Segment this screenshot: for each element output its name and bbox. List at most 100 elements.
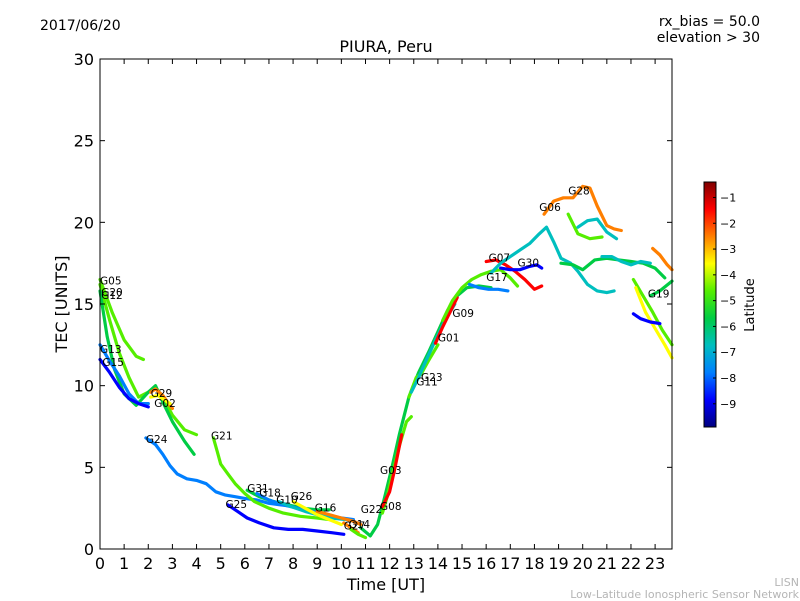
y-tick-label: 15	[74, 295, 94, 314]
satellite-label-G27: G27	[344, 520, 366, 532]
series-line-G28	[542, 184, 623, 233]
x-tick-label: 3	[167, 554, 177, 573]
satellite-label-G11: G11	[416, 377, 438, 389]
satellite-label-G06: G06	[539, 202, 561, 214]
x-axis: 0 1 2 3 4 5 6 7 8 9 10 11 12 13 14 15 16 17 18 19 20 21 22 23	[95, 59, 665, 573]
series-line-G16	[315, 509, 363, 527]
series-line-series-27	[576, 217, 619, 241]
x-tick-label: 0	[95, 554, 105, 573]
satellite-label-G14: G14	[349, 519, 371, 531]
x-tick-label: 4	[191, 554, 201, 573]
satellite-label-G23: G23	[421, 372, 443, 384]
satellite-label-G01: G01	[438, 333, 460, 345]
x-tick-label: 15	[452, 554, 472, 573]
x-tick-label: 17	[500, 554, 520, 573]
colorbar-tick-label: −8	[720, 372, 736, 385]
colorbar-ticks: −1 −2 −3 −4 −5 −6 −7 −8 −9	[713, 191, 736, 411]
satellite-label-G18: G18	[259, 488, 281, 500]
y-tick-label: 0	[84, 540, 94, 559]
colorbar-tick-label: −3	[720, 243, 736, 256]
y-axis: 0 5 10 15 20 25 30	[74, 50, 672, 559]
series-line-G24	[144, 436, 298, 509]
series-line-G19	[566, 212, 604, 241]
x-tick-label: 20	[573, 554, 593, 573]
latitude-colorbar: −1 −2 −3 −4 −5 −6 −7 −8 −9 Latitude	[703, 181, 758, 428]
satellite-label-G05: G05	[100, 275, 122, 287]
x-tick-label: 6	[240, 554, 250, 573]
satellite-label-G10: G10	[276, 494, 298, 506]
series-line-G14	[349, 527, 368, 540]
satellite-label-G29: G29	[151, 388, 173, 400]
colorbar-tick-label: −6	[720, 320, 736, 333]
colorbar-gradient	[703, 181, 717, 428]
series-line-G06	[489, 225, 616, 295]
series-line-series-30	[631, 277, 674, 347]
y-tick-label: 30	[74, 50, 94, 69]
series-line-G01	[433, 295, 459, 345]
x-tick-label: 21	[597, 554, 617, 573]
x-tick-label: 18	[524, 554, 544, 573]
series-line-G03	[380, 433, 404, 509]
x-tick-label: 14	[428, 554, 448, 573]
x-tick-label: 2	[143, 554, 153, 573]
series-line-series-31	[634, 286, 674, 360]
satellite-label-G09: G09	[452, 308, 474, 320]
y-tick-label: 5	[84, 458, 94, 477]
elevation-label: elevation > 30	[656, 30, 760, 46]
chart-title: PIURA, Peru	[339, 37, 433, 56]
series-line-series-33	[651, 246, 674, 272]
series-line-G05	[98, 277, 145, 362]
x-tick-label: 12	[379, 554, 399, 573]
series-line-G02	[149, 393, 172, 406]
y-tick-label: 25	[74, 132, 94, 151]
colorbar-tick-label: −9	[720, 398, 736, 411]
x-tick-label: 19	[548, 554, 568, 573]
series-line-G15	[98, 357, 150, 409]
x-tick-label: 7	[264, 554, 274, 573]
y-tick-label: 20	[74, 213, 94, 232]
satellite-label-G13: G13	[100, 344, 122, 356]
satellite-label-G20: G20	[101, 287, 123, 299]
x-tick-label: 9	[312, 554, 322, 573]
series-line-series-32	[631, 312, 662, 326]
y-axis-label: TEC [UNITS]	[52, 256, 71, 354]
colorbar-tick-label: −7	[720, 346, 736, 359]
series-line-G12	[98, 289, 196, 456]
credit-network: Low-Latitude Ionospheric Sensor Network	[570, 588, 799, 601]
satellite-label-G17: G17	[486, 272, 508, 284]
satellite-label-G22: G22	[361, 504, 383, 516]
series-line-G22	[359, 284, 493, 538]
x-tick-label: 1	[119, 554, 129, 573]
satellite-label-G03: G03	[380, 465, 402, 477]
x-axis-label: Time [UT]	[346, 575, 425, 594]
series-line-series-29	[600, 255, 652, 267]
series-line-G21	[211, 436, 331, 522]
satellite-label-G26: G26	[291, 491, 313, 503]
satellite-label-G25: G25	[226, 499, 248, 511]
satellite-label-G30: G30	[518, 257, 540, 269]
series-line-G17	[467, 282, 510, 293]
satellite-label-G21: G21	[211, 431, 233, 443]
satellite-label-G16: G16	[315, 502, 337, 514]
satellite-label-G19: G19	[648, 289, 670, 301]
colorbar-tick-label: −4	[720, 269, 736, 282]
series-line-series-34	[648, 279, 674, 298]
x-tick-label: 16	[476, 554, 496, 573]
satellite-label-G08: G08	[380, 501, 402, 513]
date-label: 2017/06/20	[40, 18, 121, 34]
x-tick-label: 8	[288, 554, 298, 573]
colorbar-tick-label: −2	[720, 217, 736, 230]
satellite-label-G07: G07	[489, 253, 511, 265]
satellite-label-G31: G31	[247, 483, 269, 495]
series-line-G26	[291, 500, 343, 527]
x-tick-label: 22	[621, 554, 641, 573]
x-tick-label: 5	[216, 554, 226, 573]
satellite-label-G15: G15	[102, 357, 124, 369]
series-line-series-28	[559, 256, 667, 280]
satellite-label-G28: G28	[568, 186, 590, 198]
series-line-G25	[226, 503, 346, 536]
colorbar-tick-label: −5	[720, 295, 736, 308]
satellite-label-G02: G02	[154, 398, 176, 410]
series-line-G09	[441, 268, 520, 322]
